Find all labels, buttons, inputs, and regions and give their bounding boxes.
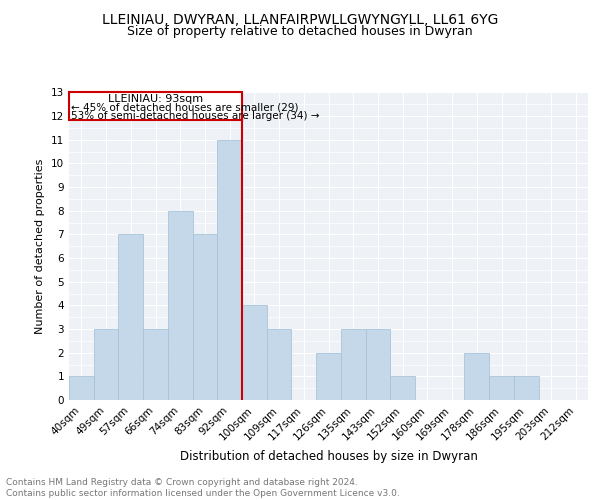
- Text: LLEINIAU: 93sqm: LLEINIAU: 93sqm: [108, 94, 203, 104]
- X-axis label: Distribution of detached houses by size in Dwyran: Distribution of detached houses by size …: [179, 450, 478, 463]
- Bar: [341, 329, 365, 400]
- Bar: [267, 329, 292, 400]
- Text: ← 45% of detached houses are smaller (29): ← 45% of detached houses are smaller (29…: [71, 102, 299, 113]
- Bar: [316, 352, 341, 400]
- Text: Contains HM Land Registry data © Crown copyright and database right 2024.
Contai: Contains HM Land Registry data © Crown c…: [6, 478, 400, 498]
- Bar: [143, 329, 168, 400]
- FancyBboxPatch shape: [69, 92, 242, 120]
- Bar: [217, 140, 242, 400]
- Bar: [365, 329, 390, 400]
- Bar: [118, 234, 143, 400]
- Text: 53% of semi-detached houses are larger (34) →: 53% of semi-detached houses are larger (…: [71, 111, 320, 121]
- Bar: [69, 376, 94, 400]
- Bar: [193, 234, 217, 400]
- Text: LLEINIAU, DWYRAN, LLANFAIRPWLLGWYNGYLL, LL61 6YG: LLEINIAU, DWYRAN, LLANFAIRPWLLGWYNGYLL, …: [102, 12, 498, 26]
- Bar: [94, 329, 118, 400]
- Y-axis label: Number of detached properties: Number of detached properties: [35, 158, 46, 334]
- Bar: [489, 376, 514, 400]
- Text: Size of property relative to detached houses in Dwyran: Size of property relative to detached ho…: [127, 25, 473, 38]
- Bar: [514, 376, 539, 400]
- Bar: [464, 352, 489, 400]
- Bar: [242, 306, 267, 400]
- Bar: [168, 211, 193, 400]
- Bar: [390, 376, 415, 400]
